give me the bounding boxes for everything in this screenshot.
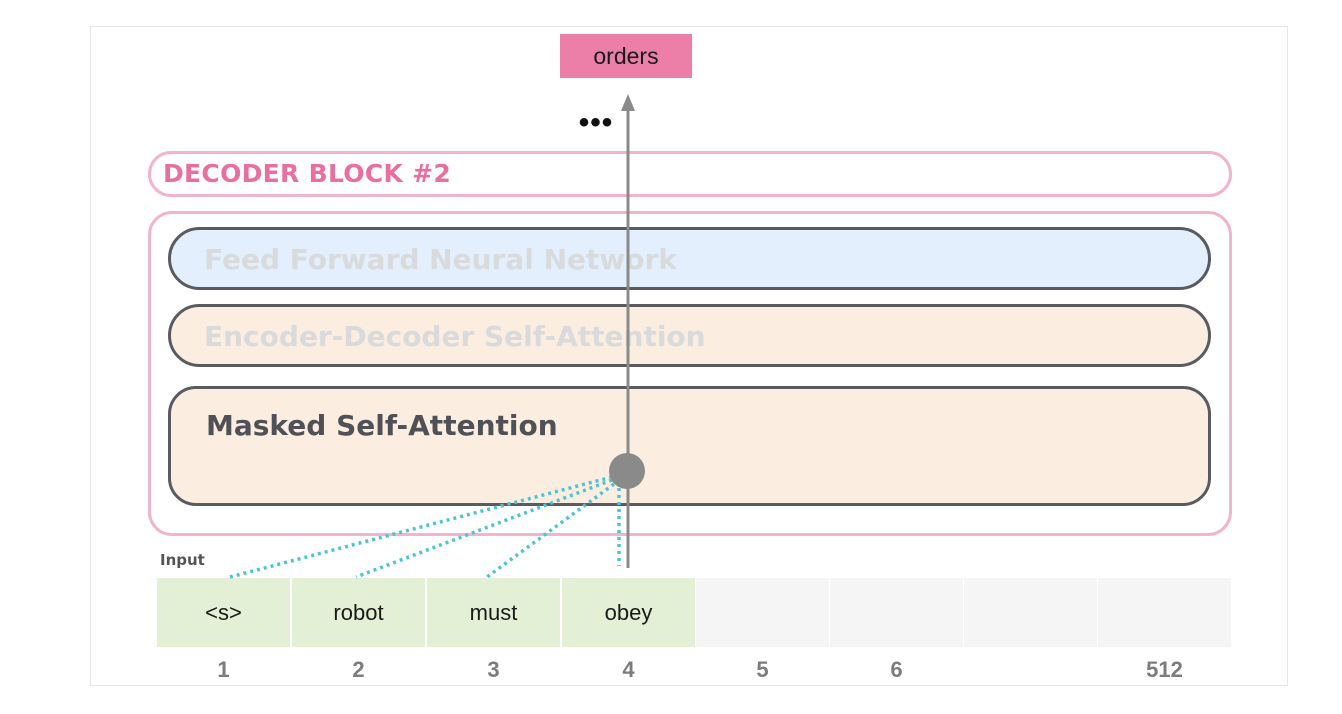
attention-line-robot	[355, 478, 613, 579]
encoder-decoder-attention-label: Encoder-Decoder Self-Attention	[204, 320, 706, 353]
input-cell: obey	[562, 578, 695, 647]
decoder-block-header: DECODER BLOCK #2	[148, 151, 1232, 197]
attention-line-s	[229, 475, 613, 579]
position-label: 6	[890, 657, 903, 682]
encoder-decoder-attention-layer: Encoder-Decoder Self-Attention	[168, 304, 1211, 367]
position-label: 2	[352, 657, 365, 682]
attention-line-must	[485, 482, 616, 579]
masked-self-attention-label: Masked Self-Attention	[206, 409, 558, 442]
position-label: 4	[622, 657, 635, 682]
input-token: <s>	[205, 599, 242, 625]
position-label: 1	[217, 657, 230, 682]
input-token: must	[469, 599, 518, 625]
attention-lines	[229, 475, 621, 579]
diagram-frame	[90, 26, 1288, 686]
ffnn-layer: Feed Forward Neural Network	[168, 227, 1211, 290]
output-token-box: orders	[560, 34, 692, 78]
masked-self-attention-layer: Masked Self-Attention	[168, 386, 1211, 506]
input-cell-empty	[830, 578, 963, 647]
attention-node	[609, 453, 645, 489]
position-label: 512	[1146, 657, 1183, 682]
input-token: obey	[604, 599, 653, 625]
position-label: 3	[487, 657, 500, 682]
input-cell-empty	[964, 578, 1097, 647]
input-token: robot	[333, 599, 384, 625]
flow-arrow-head	[621, 94, 635, 111]
position-label: 5	[756, 657, 769, 682]
input-cell-empty	[1098, 578, 1231, 647]
ffnn-layer-label: Feed Forward Neural Network	[204, 243, 677, 276]
input-cell: robot	[292, 578, 425, 647]
input-cell-empty	[696, 578, 829, 647]
decoder-block-title: DECODER BLOCK #2	[163, 159, 452, 188]
input-cell: <s>	[157, 578, 290, 647]
input-cell: must	[427, 578, 560, 647]
ellipsis-dots: •••	[578, 106, 614, 139]
input-label: Input	[160, 551, 205, 569]
output-token-label: orders	[593, 42, 659, 69]
